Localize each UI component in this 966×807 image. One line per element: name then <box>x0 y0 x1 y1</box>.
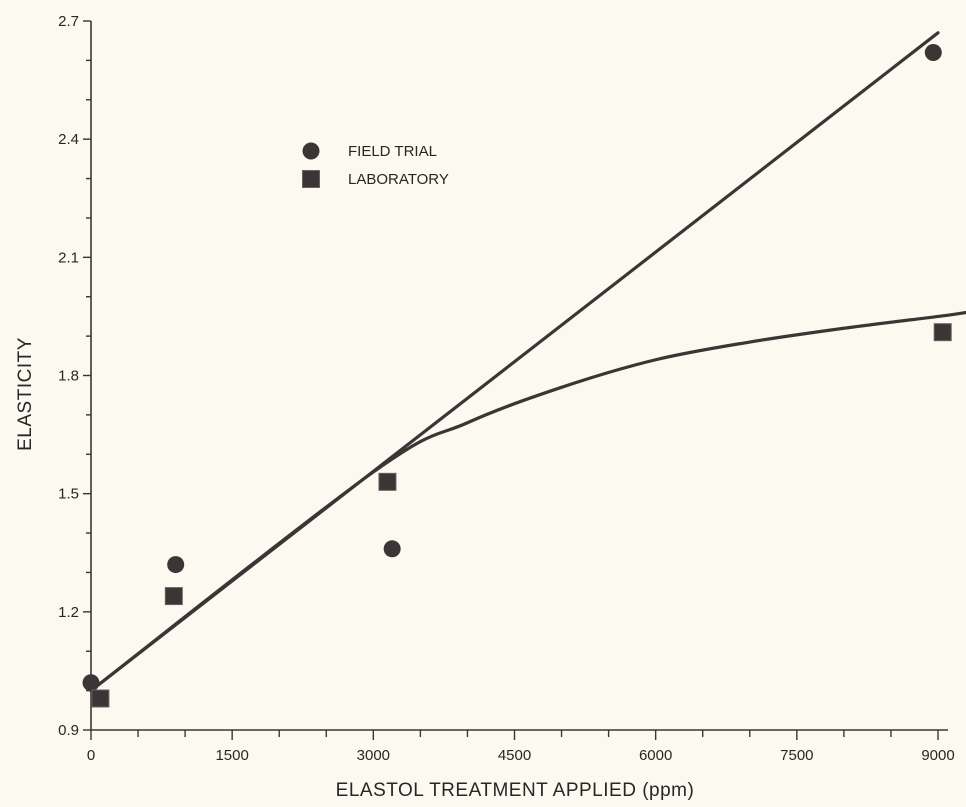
laboratory-fit-line <box>89 310 966 693</box>
legend-laboratory-label: LABORATORY <box>348 171 449 188</box>
field-trial-point <box>924 44 942 62</box>
legend-field-trial-marker <box>302 142 320 160</box>
field-trial-point <box>383 540 401 558</box>
x-tick-label: 7500 <box>780 747 813 764</box>
fit-lines <box>89 31 966 693</box>
y-tick-label: 1.2 <box>58 604 79 621</box>
y-tick-label: 2.7 <box>58 13 79 30</box>
x-tick-label: 9000 <box>921 747 954 764</box>
y-tick-label: 1.5 <box>58 486 79 503</box>
laboratory-point <box>91 689 110 708</box>
legend-laboratory-marker <box>302 170 320 188</box>
field-trial-point <box>82 674 100 692</box>
y-tick-label: 0.9 <box>58 722 79 739</box>
axes: 0 1500 3000 4500 6000 7500 9000 0.9 1.2 1.5 1.8 2.1… <box>58 13 955 764</box>
x-tick-label: 6000 <box>639 747 672 764</box>
x-tick-label: 4500 <box>498 747 531 764</box>
laboratory-point <box>164 587 183 606</box>
x-tick-label: 1500 <box>215 747 248 764</box>
legend: FIELD TRIAL LABORATORY <box>302 142 449 188</box>
x-tick-label: 0 <box>87 747 95 764</box>
data-points <box>82 44 952 708</box>
y-tick-label: 2.1 <box>58 249 79 266</box>
y-tick-label: 2.4 <box>58 131 79 148</box>
x-axis-title: ELASTOL TREATMENT APPLIED (ppm) <box>336 780 695 801</box>
y-tick-label: 1.8 <box>58 368 79 385</box>
field-trial-point <box>167 556 185 574</box>
laboratory-point <box>378 472 397 491</box>
legend-field-trial-label: FIELD TRIAL <box>348 143 437 160</box>
laboratory-point <box>933 323 952 342</box>
y-axis-title: ELASTICITY <box>15 337 36 451</box>
x-tick-label: 3000 <box>357 747 390 764</box>
